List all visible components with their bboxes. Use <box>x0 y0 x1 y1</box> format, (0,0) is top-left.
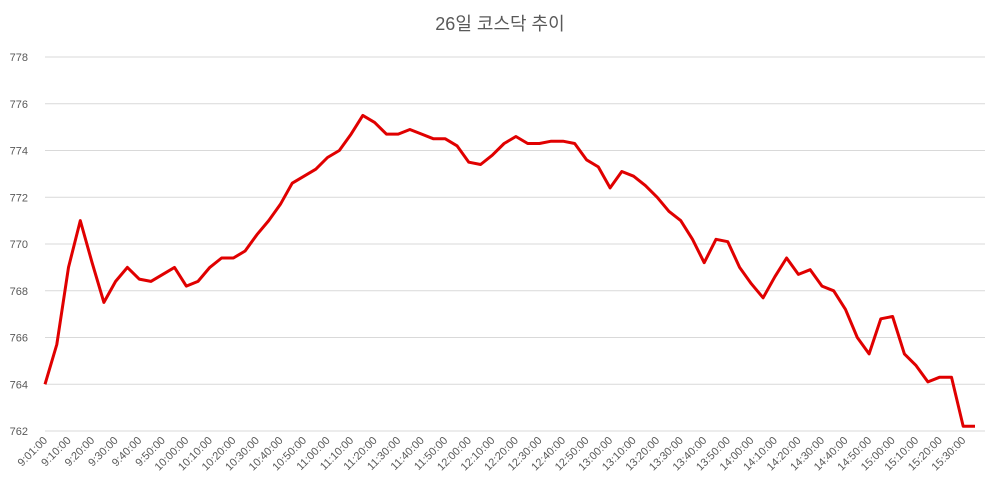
y-tick-label: 762 <box>10 426 28 438</box>
y-tick-label: 778 <box>10 52 28 64</box>
y-tick-label: 776 <box>10 99 28 111</box>
y-tick-label: 774 <box>10 146 28 158</box>
y-tick-label: 764 <box>10 379 28 391</box>
y-tick-label: 766 <box>10 333 28 345</box>
y-tick-label: 770 <box>10 239 28 251</box>
data-line <box>43 113 975 428</box>
chart-title: 26일 코스닥 추이 <box>435 14 564 34</box>
y-tick-label: 772 <box>10 192 28 204</box>
y-tick-label: 768 <box>10 286 28 298</box>
